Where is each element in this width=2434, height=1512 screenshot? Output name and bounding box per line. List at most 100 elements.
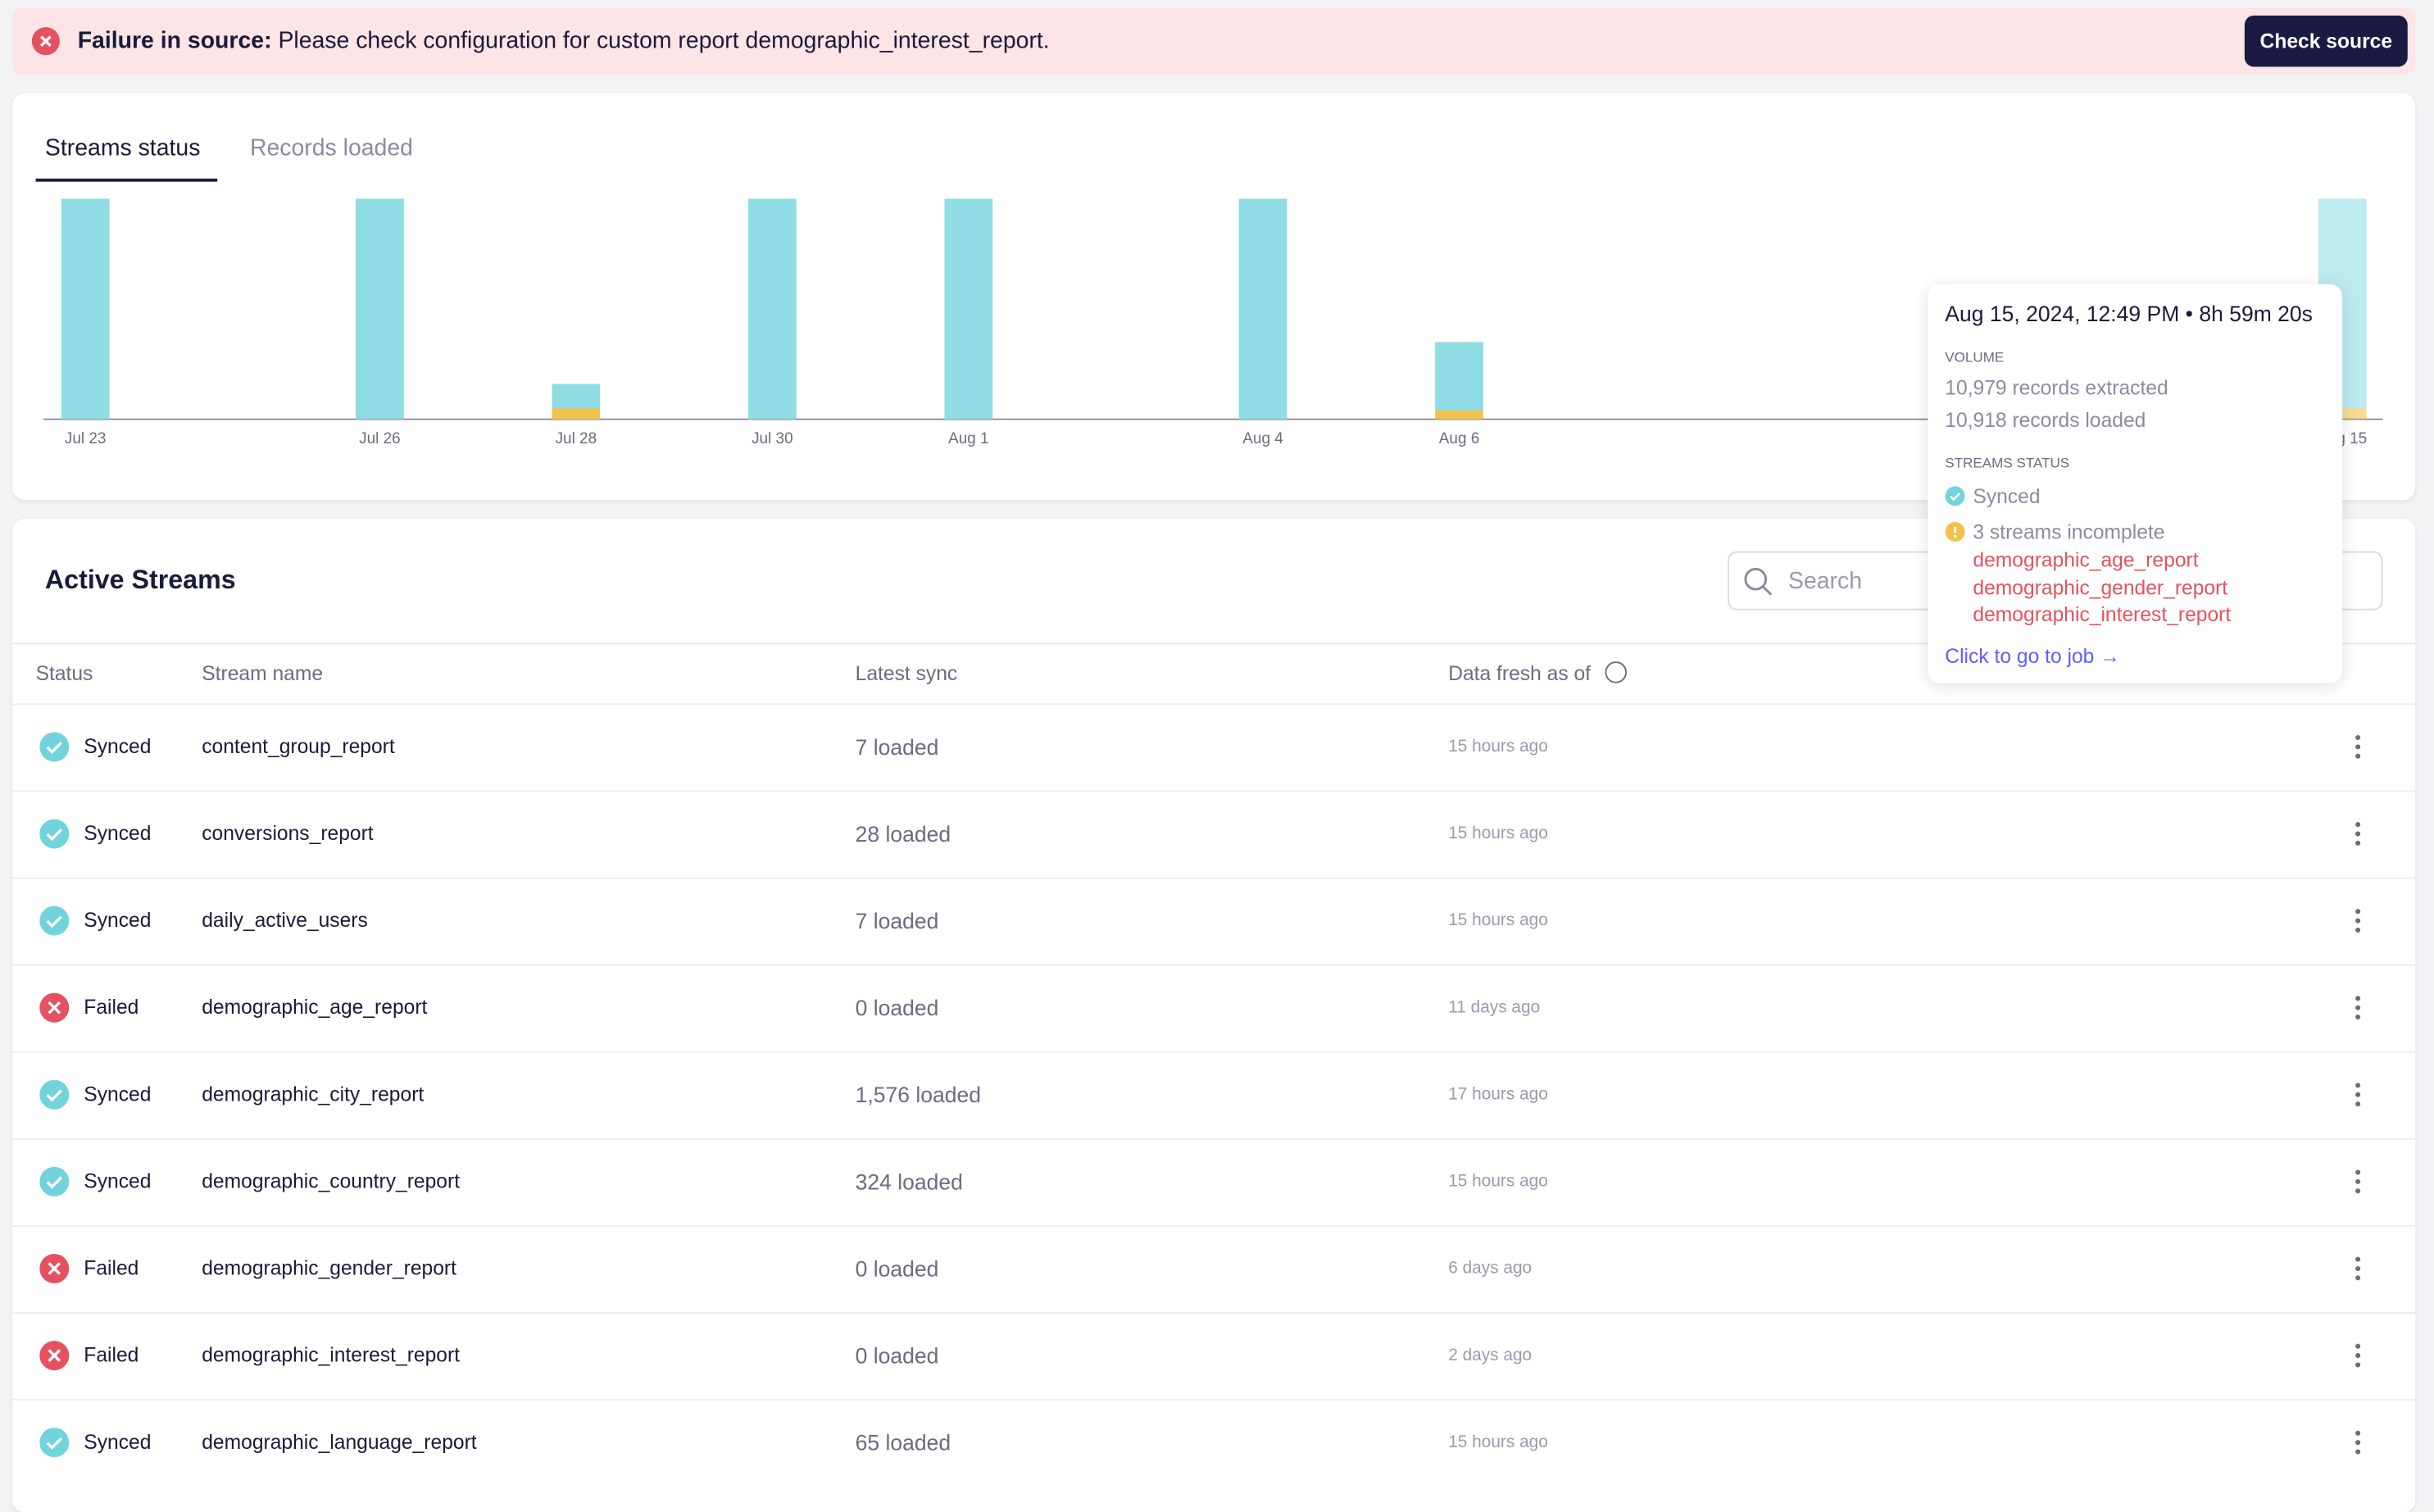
- row-menu[interactable]: [2352, 1428, 2364, 1456]
- row-menu[interactable]: [2352, 1081, 2364, 1109]
- menu-dot: [2355, 1169, 2361, 1175]
- latest-sync: 7 loaded: [855, 908, 939, 933]
- stream-name: demographic_interest_report: [202, 1342, 461, 1367]
- clock-icon: [1605, 661, 1628, 683]
- tooltip-volume: 10,979 records extracted: [1945, 375, 2168, 399]
- x-tick-label: Jul 28: [556, 430, 597, 447]
- latest-sync: 7 loaded: [855, 734, 939, 760]
- latest-sync: 0 loaded: [855, 1342, 939, 1369]
- status-text: Synced: [84, 908, 152, 932]
- icon-glyph: [48, 1001, 61, 1015]
- streams-table: Status Stream name Latest sync Data fresh a…: [12, 642, 2416, 1512]
- row-divider: [12, 1399, 2416, 1401]
- menu-dot: [2355, 1430, 2361, 1436]
- tab[interactable]: Records loaded: [249, 134, 413, 162]
- row-divider: [12, 1137, 2416, 1140]
- row-divider: [12, 1312, 2416, 1314]
- row-menu[interactable]: [2352, 1342, 2364, 1369]
- status-icon: [39, 1166, 70, 1196]
- row-menu[interactable]: [2352, 820, 2364, 847]
- stream-name: conversions_report: [202, 821, 374, 845]
- stream-name: demographic_country_report: [202, 1169, 461, 1193]
- icon-glyph: [46, 915, 63, 929]
- icon-glyph: [46, 829, 63, 842]
- menu-dot: [2355, 927, 2361, 933]
- tooltip-title: Aug 15, 2024, 12:49 PM • 8h 59m 20s: [1945, 301, 2313, 326]
- icon-glyph: [46, 1176, 63, 1189]
- data-fresh: 15 hours ago: [1448, 1433, 1548, 1452]
- check-source-button[interactable]: Check source: [2244, 15, 2408, 67]
- icon-circle: [39, 819, 70, 849]
- bar-segment: [944, 198, 993, 420]
- latest-sync: 0 loaded: [855, 1255, 939, 1282]
- streams-card: Active Streams Search Status Stream name L…: [12, 518, 2416, 1512]
- menu-dot: [2355, 996, 2361, 1001]
- warning-icon: [1945, 521, 1965, 542]
- stream-name: daily_active_users: [202, 908, 368, 932]
- menu-dot: [2355, 1275, 2361, 1281]
- menu-dot: [2355, 753, 2361, 759]
- tab[interactable]: Streams status: [44, 134, 201, 162]
- status-icon: [39, 1428, 70, 1458]
- tooltip-heading: VOLUME: [1945, 349, 2005, 366]
- tooltip: Aug 15, 2024, 12:49 PM • 8h 59m 20s VOLU…: [1928, 284, 2343, 683]
- row-divider: [12, 790, 2416, 792]
- status-icon: [39, 732, 70, 762]
- bar-segment: [356, 198, 404, 420]
- menu-dot: [2355, 1083, 2361, 1088]
- data-fresh: 17 hours ago: [1448, 1085, 1548, 1105]
- data-fresh: 15 hours ago: [1448, 911, 1548, 930]
- row-divider: [12, 964, 2416, 966]
- status-icon: [39, 1253, 70, 1283]
- x-tick-label: Aug 1: [948, 430, 988, 447]
- menu-dot: [2355, 1353, 2361, 1359]
- icon-glyph: [46, 742, 63, 755]
- search-placeholder: Search: [1788, 568, 1863, 595]
- status-text: Failed: [84, 1255, 139, 1280]
- status-text: Synced: [84, 1082, 152, 1106]
- menu-dot: [2355, 1343, 2361, 1349]
- bar-segment: [747, 198, 797, 420]
- latest-sync: 1,576 loaded: [855, 1082, 982, 1107]
- tooltip-synced: Synced: [1973, 484, 2041, 508]
- menu-dot: [2355, 1362, 2361, 1368]
- stream-name: content_group_report: [202, 734, 395, 758]
- row-menu[interactable]: [2352, 907, 2364, 935]
- menu-dot: [2355, 1449, 2361, 1455]
- menu-dot: [2355, 1265, 2361, 1272]
- status-text: Synced: [84, 734, 152, 758]
- status-icon: [39, 1341, 70, 1371]
- stream-name: demographic_gender_report: [202, 1255, 456, 1280]
- incomplete-stream[interactable]: demographic_gender_report: [1973, 575, 2228, 600]
- row-menu[interactable]: [2352, 1255, 2364, 1283]
- tab-underline: [35, 178, 218, 182]
- job-link[interactable]: Click to go to job →: [1945, 644, 2120, 668]
- icon-glyph: [46, 1437, 63, 1450]
- search-icon: [1744, 567, 1773, 596]
- data-fresh: 11 days ago: [1448, 998, 1541, 1018]
- bar-segment: [1435, 410, 1483, 420]
- status-text: Failed: [84, 995, 139, 1019]
- row-menu[interactable]: [2352, 733, 2364, 761]
- column-header: Status: [35, 661, 93, 685]
- row-menu[interactable]: [2352, 994, 2364, 1022]
- status-icon: [39, 1079, 70, 1110]
- menu-dot: [2355, 744, 2361, 750]
- banner-title: Failure in source:: [77, 28, 272, 55]
- menu-dot: [2355, 1014, 2361, 1020]
- incomplete-stream[interactable]: demographic_interest_report: [1973, 602, 2232, 626]
- banner-message: Please check configuration for custom re…: [278, 28, 1050, 55]
- error-banner: Failure in source: Please check configur…: [12, 7, 2416, 75]
- banner-text: Failure in source: Please check configur…: [78, 28, 1050, 54]
- row-divider: [12, 1051, 2416, 1053]
- icon-circle: [39, 732, 70, 762]
- menu-dot: [2355, 1178, 2361, 1184]
- tooltip-heading: STREAMS STATUS: [1945, 455, 2070, 471]
- incomplete-stream[interactable]: demographic_age_report: [1973, 547, 2199, 572]
- menu-dot: [2355, 734, 2361, 741]
- row-menu[interactable]: [2352, 1168, 2364, 1196]
- bar-segment: [552, 384, 601, 409]
- icon-glyph: [48, 1349, 61, 1362]
- synced-icon: [1945, 486, 1965, 506]
- status-text: Synced: [84, 1430, 152, 1454]
